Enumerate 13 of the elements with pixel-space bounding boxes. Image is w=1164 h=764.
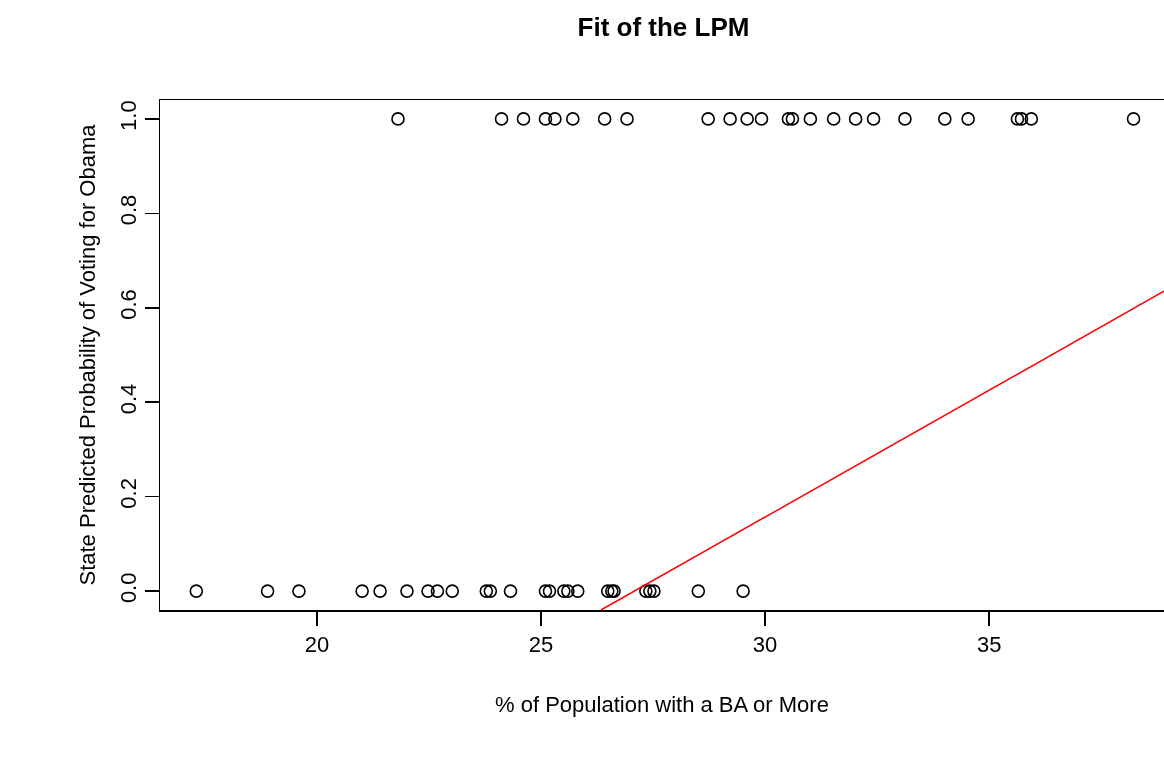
y-axis-title: State Predicted Probability of Voting for Obama [74,123,100,586]
y-tick-label: 0.8 [115,194,141,226]
y-tick-label: 0.2 [115,478,141,509]
x-tick-label: 25 [528,631,554,657]
chart-title: Fit of the LPM [577,11,750,42]
x-axis-title: % of Population with a BA or More [495,691,829,717]
y-tick-label: 1.0 [115,100,141,131]
y-tick-label: 0.4 [115,383,141,415]
y-tick-label: 0.0 [115,572,141,604]
y-tick-label: 0.6 [115,289,141,320]
x-tick-label: 30 [752,631,778,657]
x-tick-label: 20 [304,631,330,657]
x-tick-label: 35 [976,631,1002,657]
